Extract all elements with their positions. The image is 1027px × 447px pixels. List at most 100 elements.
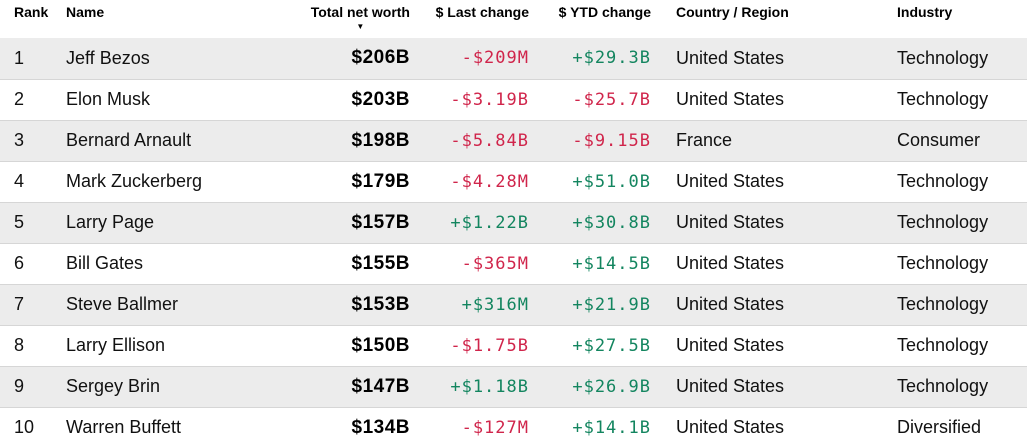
table-row[interactable]: 2 Elon Musk $203B -$3.19B -$25.7B United… xyxy=(0,79,1027,120)
net-worth-cell: $150B xyxy=(351,334,410,356)
column-header-label: Rank xyxy=(14,4,49,20)
industry-cell: Technology xyxy=(897,294,989,314)
table-row[interactable]: 10 Warren Buffett $134B -$127M +$14.1B U… xyxy=(0,407,1027,447)
net-worth-cell: $157B xyxy=(351,211,410,233)
country-cell: United States xyxy=(676,171,785,191)
name-cell: Jeff Bezos xyxy=(66,47,150,68)
header-row: Rank Name Total net worth ▼ $ Last chang… xyxy=(0,0,1027,38)
ytd-change-cell: +$26.9B xyxy=(572,376,651,397)
column-header-name[interactable]: Name xyxy=(52,0,290,38)
industry-cell: Technology xyxy=(897,171,989,191)
table-row[interactable]: 8 Larry Ellison $150B -$1.75B +$27.5B Un… xyxy=(0,325,1027,366)
column-header-label: Total net worth xyxy=(310,4,410,20)
last-change-cell: +$1.22B xyxy=(450,212,529,233)
last-change-cell: -$3.19B xyxy=(450,89,529,110)
last-change-cell: +$316M xyxy=(461,294,529,315)
column-header-rank[interactable]: Rank xyxy=(0,0,52,38)
rank-cell: 2 xyxy=(14,89,25,109)
country-cell: United States xyxy=(676,253,785,273)
column-header-label: Country / Region xyxy=(676,4,789,20)
table-row[interactable]: 4 Mark Zuckerberg $179B -$4.28M +$51.0B … xyxy=(0,161,1027,202)
last-change-cell: -$209M xyxy=(461,48,529,69)
ytd-change-cell: -$25.7B xyxy=(572,89,651,110)
name-cell: Mark Zuckerberg xyxy=(66,171,203,191)
industry-cell: Technology xyxy=(897,89,989,109)
industry-cell: Technology xyxy=(897,376,989,396)
country-cell: France xyxy=(676,130,733,150)
country-cell: United States xyxy=(676,376,785,396)
column-header-label: $ YTD change xyxy=(558,4,651,20)
column-header-label: $ Last change xyxy=(435,4,529,20)
table-body: 1 Jeff Bezos $206B -$209M +$29.3B United… xyxy=(0,38,1027,447)
country-cell: United States xyxy=(676,417,785,438)
net-worth-cell: $203B xyxy=(351,88,410,110)
column-header-last-change[interactable]: $ Last change xyxy=(410,0,529,38)
table-row[interactable]: 9 Sergey Brin $147B +$1.18B +$26.9B Unit… xyxy=(0,366,1027,407)
column-header-country[interactable]: Country / Region xyxy=(651,0,897,38)
name-cell: Sergey Brin xyxy=(66,376,161,396)
net-worth-cell: $147B xyxy=(351,375,410,397)
rank-cell: 4 xyxy=(14,171,25,191)
rank-cell: 6 xyxy=(14,253,25,273)
last-change-cell: -$127M xyxy=(461,417,529,438)
rank-cell: 5 xyxy=(14,212,25,232)
ytd-change-cell: +$51.0B xyxy=(572,171,651,192)
rank-cell: 1 xyxy=(14,47,25,68)
net-worth-cell: $155B xyxy=(351,252,410,274)
column-header-label: Industry xyxy=(897,4,953,20)
industry-cell: Technology xyxy=(897,47,989,68)
last-change-cell: -$5.84B xyxy=(450,130,529,151)
ytd-change-cell: -$9.15B xyxy=(572,130,651,151)
net-worth-cell: $153B xyxy=(351,293,410,315)
net-worth-cell: $179B xyxy=(351,170,410,192)
industry-cell: Consumer xyxy=(897,130,981,150)
industry-cell: Technology xyxy=(897,335,989,355)
name-cell: Bernard Arnault xyxy=(66,130,192,150)
name-cell: Larry Page xyxy=(66,212,155,232)
last-change-cell: -$365M xyxy=(461,253,529,274)
rank-cell: 8 xyxy=(14,335,25,355)
rank-cell: 9 xyxy=(14,376,25,396)
net-worth-cell: $206B xyxy=(351,47,410,69)
industry-cell: Technology xyxy=(897,212,989,232)
name-cell: Bill Gates xyxy=(66,253,144,273)
industry-cell: Diversified xyxy=(897,417,982,438)
table-row[interactable]: 1 Jeff Bezos $206B -$209M +$29.3B United… xyxy=(0,38,1027,79)
ytd-change-cell: +$29.3B xyxy=(572,48,651,69)
last-change-cell: -$4.28M xyxy=(450,171,529,192)
sort-desc-icon: ▼ xyxy=(356,22,365,31)
net-worth-cell: $198B xyxy=(351,129,410,151)
name-cell: Larry Ellison xyxy=(66,335,166,355)
country-cell: United States xyxy=(676,47,785,68)
industry-cell: Technology xyxy=(897,253,989,273)
ytd-change-cell: +$30.8B xyxy=(572,212,651,233)
name-cell: Elon Musk xyxy=(66,89,151,109)
rank-cell: 3 xyxy=(14,130,25,150)
table-header: Rank Name Total net worth ▼ $ Last chang… xyxy=(0,0,1027,38)
ytd-change-cell: +$14.1B xyxy=(572,417,651,438)
name-cell: Warren Buffett xyxy=(66,417,182,438)
last-change-cell: +$1.18B xyxy=(450,376,529,397)
ytd-change-cell: +$27.5B xyxy=(572,335,651,356)
table-row[interactable]: 5 Larry Page $157B +$1.22B +$30.8B Unite… xyxy=(0,202,1027,243)
name-cell: Steve Ballmer xyxy=(66,294,179,314)
table-row[interactable]: 7 Steve Ballmer $153B +$316M +$21.9B Uni… xyxy=(0,284,1027,325)
column-header-net-worth[interactable]: Total net worth ▼ xyxy=(290,0,410,38)
ytd-change-cell: +$14.5B xyxy=(572,253,651,274)
last-change-cell: -$1.75B xyxy=(450,335,529,356)
ytd-change-cell: +$21.9B xyxy=(572,294,651,315)
table-row[interactable]: 6 Bill Gates $155B -$365M +$14.5B United… xyxy=(0,243,1027,284)
country-cell: United States xyxy=(676,335,785,355)
rank-cell: 10 xyxy=(14,417,35,438)
column-header-ytd-change[interactable]: $ YTD change xyxy=(529,0,651,38)
column-header-industry[interactable]: Industry xyxy=(897,0,1027,38)
country-cell: United States xyxy=(676,89,785,109)
country-cell: United States xyxy=(676,212,785,232)
table-row[interactable]: 3 Bernard Arnault $198B -$5.84B -$9.15B … xyxy=(0,120,1027,161)
rank-cell: 7 xyxy=(14,294,25,314)
column-header-label: Name xyxy=(66,4,105,20)
country-cell: United States xyxy=(676,294,785,314)
net-worth-cell: $134B xyxy=(351,416,410,438)
